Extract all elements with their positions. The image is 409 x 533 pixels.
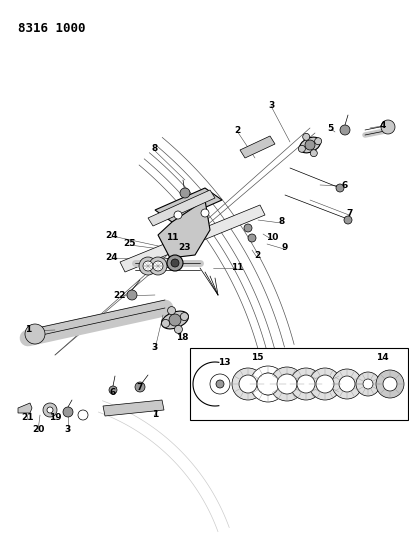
Circle shape — [310, 150, 317, 157]
Circle shape — [216, 380, 223, 388]
Circle shape — [247, 234, 255, 242]
Polygon shape — [189, 348, 407, 420]
Circle shape — [249, 366, 285, 402]
Circle shape — [166, 255, 182, 271]
Text: 1: 1 — [151, 410, 158, 419]
Text: 6: 6 — [341, 181, 347, 190]
Text: 5: 5 — [326, 124, 332, 133]
Circle shape — [338, 376, 354, 392]
Circle shape — [43, 403, 57, 417]
Text: 6: 6 — [110, 389, 116, 398]
Circle shape — [171, 259, 179, 267]
Text: 25: 25 — [124, 239, 136, 248]
Ellipse shape — [257, 370, 277, 398]
Circle shape — [302, 133, 309, 140]
Polygon shape — [148, 190, 214, 226]
Text: 1: 1 — [25, 326, 31, 335]
Text: 2: 2 — [233, 125, 240, 134]
Circle shape — [173, 211, 182, 219]
Circle shape — [382, 377, 396, 391]
Text: 20: 20 — [32, 425, 44, 434]
Circle shape — [209, 374, 229, 394]
Circle shape — [335, 184, 343, 192]
Text: 11: 11 — [230, 262, 243, 271]
Circle shape — [343, 216, 351, 224]
Text: 19: 19 — [49, 414, 61, 423]
Text: 9: 9 — [281, 244, 288, 253]
Circle shape — [289, 368, 321, 400]
Circle shape — [180, 188, 189, 198]
Circle shape — [298, 146, 305, 152]
Circle shape — [153, 261, 163, 271]
Circle shape — [231, 368, 263, 400]
Circle shape — [143, 261, 153, 271]
Text: 24: 24 — [106, 230, 118, 239]
Text: 3: 3 — [151, 343, 158, 352]
Circle shape — [78, 410, 88, 420]
Circle shape — [180, 312, 188, 320]
Circle shape — [174, 326, 182, 334]
Text: 13: 13 — [217, 359, 230, 367]
Circle shape — [238, 375, 256, 393]
Text: 8316 1000: 8316 1000 — [18, 22, 85, 35]
Circle shape — [169, 314, 180, 326]
Text: 18: 18 — [175, 334, 188, 343]
Circle shape — [296, 375, 314, 393]
Circle shape — [243, 224, 252, 232]
Circle shape — [362, 379, 372, 389]
Polygon shape — [103, 400, 164, 416]
Circle shape — [47, 407, 53, 413]
Circle shape — [127, 290, 137, 300]
Circle shape — [139, 257, 157, 275]
Text: 15: 15 — [250, 353, 263, 362]
Text: 3: 3 — [65, 425, 71, 434]
Circle shape — [380, 120, 394, 134]
Circle shape — [200, 209, 209, 217]
Circle shape — [276, 374, 296, 394]
Circle shape — [375, 370, 403, 398]
Polygon shape — [18, 403, 32, 413]
Text: 2: 2 — [253, 251, 259, 260]
Circle shape — [161, 319, 169, 327]
Text: 10: 10 — [265, 233, 278, 243]
Circle shape — [339, 125, 349, 135]
Circle shape — [314, 138, 321, 144]
Polygon shape — [157, 200, 209, 258]
Circle shape — [135, 382, 145, 392]
Text: 3: 3 — [268, 101, 274, 109]
Text: 8: 8 — [151, 143, 158, 152]
Circle shape — [25, 324, 45, 344]
Ellipse shape — [261, 373, 274, 395]
Text: 4: 4 — [379, 120, 385, 130]
Circle shape — [256, 373, 278, 395]
Text: 21: 21 — [22, 414, 34, 423]
Polygon shape — [239, 136, 274, 158]
Circle shape — [355, 372, 379, 396]
Text: 14: 14 — [375, 353, 387, 362]
Polygon shape — [120, 205, 264, 272]
Circle shape — [304, 140, 314, 150]
Circle shape — [331, 369, 361, 399]
Circle shape — [308, 368, 340, 400]
Text: 7: 7 — [346, 209, 352, 219]
Circle shape — [148, 257, 166, 275]
Ellipse shape — [152, 258, 173, 268]
Circle shape — [315, 375, 333, 393]
Text: 24: 24 — [106, 253, 118, 262]
Text: 23: 23 — [178, 244, 191, 253]
Polygon shape — [155, 188, 221, 222]
Text: 7: 7 — [137, 384, 143, 392]
Circle shape — [167, 306, 175, 314]
Text: 8: 8 — [278, 217, 284, 227]
Text: 11: 11 — [165, 232, 178, 241]
Ellipse shape — [161, 311, 188, 329]
Text: 22: 22 — [113, 290, 126, 300]
Ellipse shape — [299, 137, 319, 153]
Circle shape — [63, 407, 73, 417]
Circle shape — [109, 386, 117, 394]
Circle shape — [270, 367, 303, 401]
